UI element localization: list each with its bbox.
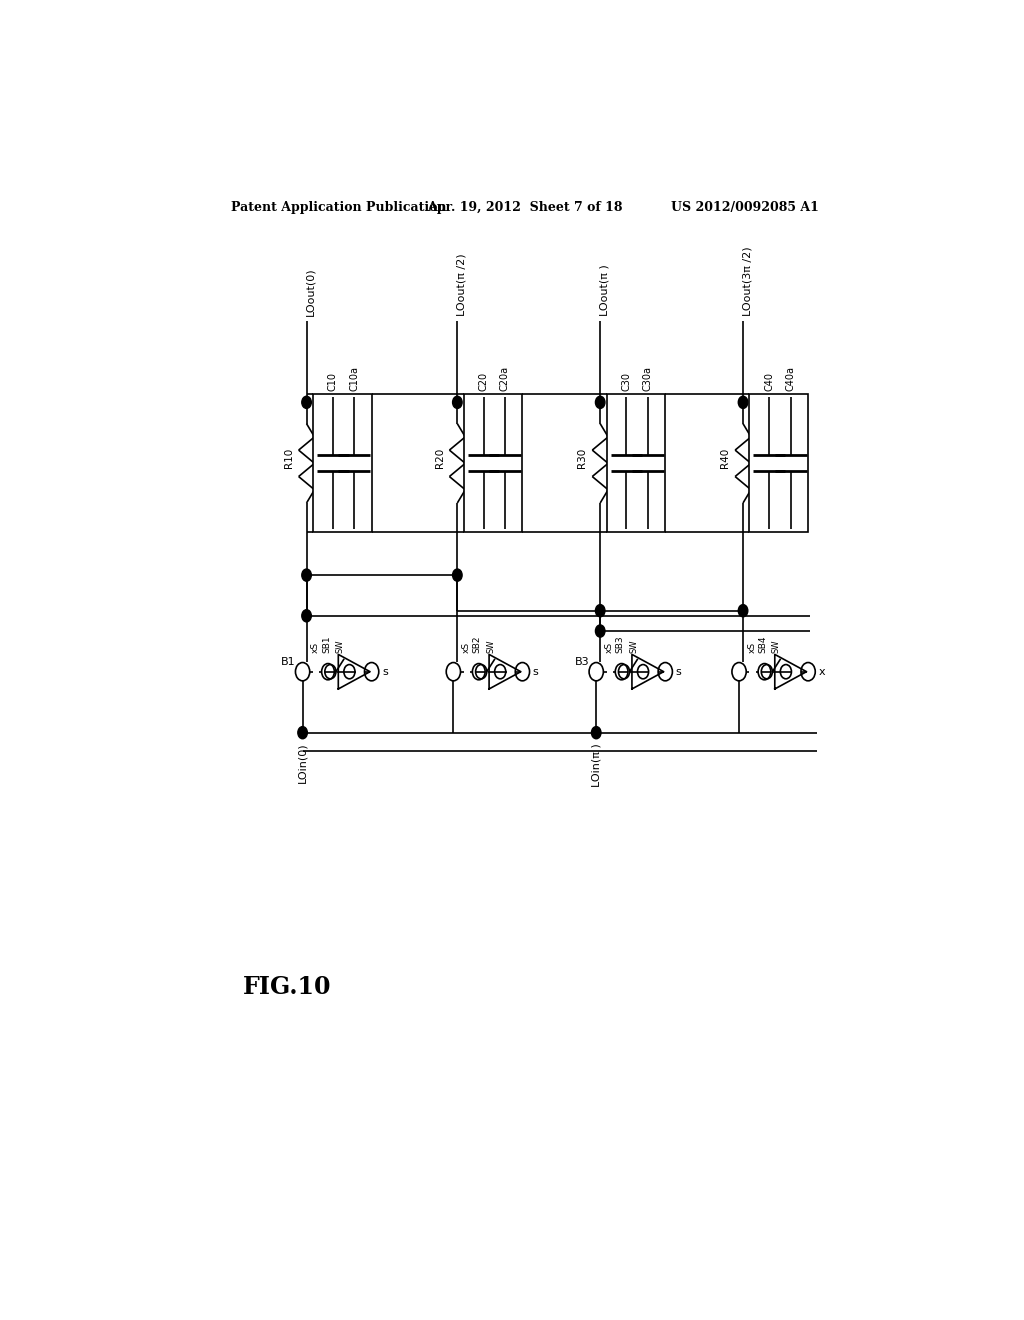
Text: Patent Application Publication: Patent Application Publication <box>231 201 446 214</box>
Text: s: s <box>382 667 388 677</box>
Text: US 2012/0092085 A1: US 2012/0092085 A1 <box>671 201 818 214</box>
Text: B3: B3 <box>574 656 589 667</box>
Text: LOout(3π /2): LOout(3π /2) <box>742 247 752 315</box>
Text: SW: SW <box>336 640 344 653</box>
Text: SW: SW <box>772 640 781 653</box>
Text: SB2: SB2 <box>473 636 481 653</box>
Text: LOin(π ): LOin(π ) <box>591 743 601 787</box>
Text: LOout(π ): LOout(π ) <box>599 264 609 315</box>
Text: SB4: SB4 <box>759 636 767 653</box>
Circle shape <box>302 396 311 408</box>
Text: C20: C20 <box>478 372 488 391</box>
Bar <box>750 395 808 532</box>
Text: C20a: C20a <box>500 366 510 391</box>
Text: LOout(0): LOout(0) <box>305 268 315 315</box>
Text: C10a: C10a <box>349 366 359 391</box>
Text: C30: C30 <box>622 372 632 391</box>
Text: C10: C10 <box>328 372 338 391</box>
Text: R30: R30 <box>578 447 588 469</box>
Circle shape <box>738 396 748 408</box>
Bar <box>606 395 666 532</box>
Text: FIG.10: FIG.10 <box>243 974 332 999</box>
Bar <box>464 395 522 532</box>
Text: B1: B1 <box>281 656 296 667</box>
Circle shape <box>302 610 311 622</box>
Text: xS: xS <box>604 643 613 653</box>
Text: C40: C40 <box>764 372 774 391</box>
Text: R10: R10 <box>284 447 294 469</box>
Text: C40a: C40a <box>785 366 796 391</box>
Circle shape <box>592 726 601 739</box>
Text: Apr. 19, 2012  Sheet 7 of 18: Apr. 19, 2012 Sheet 7 of 18 <box>427 201 623 214</box>
Text: SB3: SB3 <box>615 636 625 653</box>
Circle shape <box>595 624 605 638</box>
Bar <box>313 395 372 532</box>
Text: xS: xS <box>748 643 757 653</box>
Circle shape <box>738 605 748 616</box>
Text: LOin(0): LOin(0) <box>298 743 307 784</box>
Circle shape <box>298 726 307 739</box>
Circle shape <box>453 396 462 408</box>
Circle shape <box>453 569 462 581</box>
Text: x: x <box>818 667 825 677</box>
Text: xS: xS <box>311 643 319 653</box>
Circle shape <box>302 569 311 581</box>
Circle shape <box>595 396 605 408</box>
Text: LOout(π /2): LOout(π /2) <box>457 253 466 315</box>
Text: s: s <box>532 667 539 677</box>
Text: s: s <box>676 667 681 677</box>
Circle shape <box>595 605 605 616</box>
Text: xS: xS <box>462 643 471 653</box>
Text: SW: SW <box>486 640 496 653</box>
Text: R40: R40 <box>720 447 730 469</box>
Text: SB1: SB1 <box>322 636 331 653</box>
Text: C30a: C30a <box>643 366 653 391</box>
Text: SW: SW <box>629 640 638 653</box>
Text: R20: R20 <box>434 447 444 469</box>
